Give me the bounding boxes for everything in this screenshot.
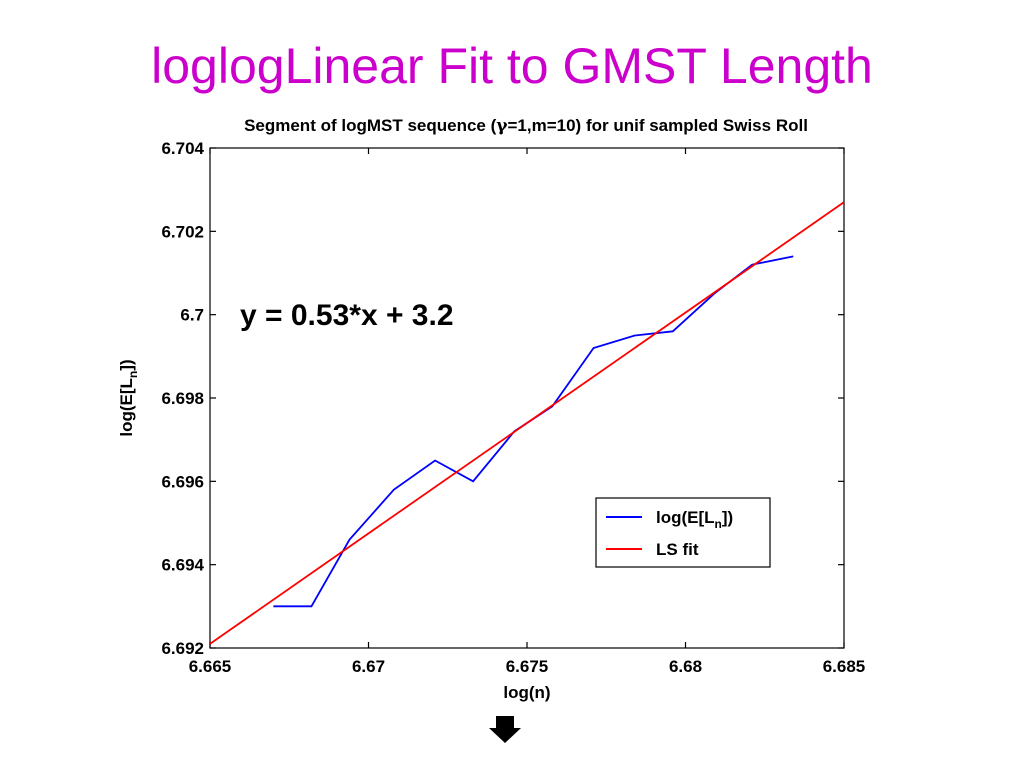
legend-label-series: log(E[Ln]) bbox=[656, 508, 733, 531]
y-tick-label: 6.698 bbox=[161, 389, 204, 408]
x-tick-label: 6.665 bbox=[189, 657, 232, 676]
y-tick-label: 6.704 bbox=[161, 139, 204, 158]
plot-area: 6.665 6.67 6.675 6.68 6.685 6.692 6.694 6.696 6.… bbox=[161, 139, 865, 676]
x-axis-label: log(n) bbox=[503, 683, 550, 702]
x-tick-label: 6.68 bbox=[669, 657, 702, 676]
x-tick-label: 6.675 bbox=[506, 657, 549, 676]
y-tick-label: 6.696 bbox=[161, 472, 204, 491]
y-tick-label: 6.702 bbox=[161, 222, 204, 241]
legend-label-fit: LS fit bbox=[656, 540, 699, 559]
x-tick-label: 6.685 bbox=[823, 657, 866, 676]
ticks: 6.665 6.67 6.675 6.68 6.685 6.692 6.694 6.696 6.… bbox=[161, 139, 865, 676]
y-tick-label: 6.692 bbox=[161, 639, 204, 658]
slide-title: loglogLinear Fit to GMST Length bbox=[151, 38, 873, 94]
y-tick-label: 6.7 bbox=[180, 306, 204, 325]
x-tick-label: 6.67 bbox=[352, 657, 385, 676]
down-arrow-icon bbox=[489, 716, 521, 743]
series-line-ls-fit bbox=[210, 201, 844, 645]
series-layer bbox=[210, 201, 844, 645]
legend: log(E[Ln]) LS fit bbox=[595, 497, 771, 568]
axes-box bbox=[209, 147, 845, 649]
chart-title: Segment of logMST sequence (γ=1,m=10) fo… bbox=[244, 116, 808, 136]
y-axis-label: log(E[Ln]) bbox=[117, 359, 140, 436]
y-tick-label: 6.694 bbox=[161, 556, 204, 575]
fit-equation-annotation: y = 0.53*x + 3.2 bbox=[240, 299, 454, 332]
legend-box bbox=[595, 497, 771, 568]
